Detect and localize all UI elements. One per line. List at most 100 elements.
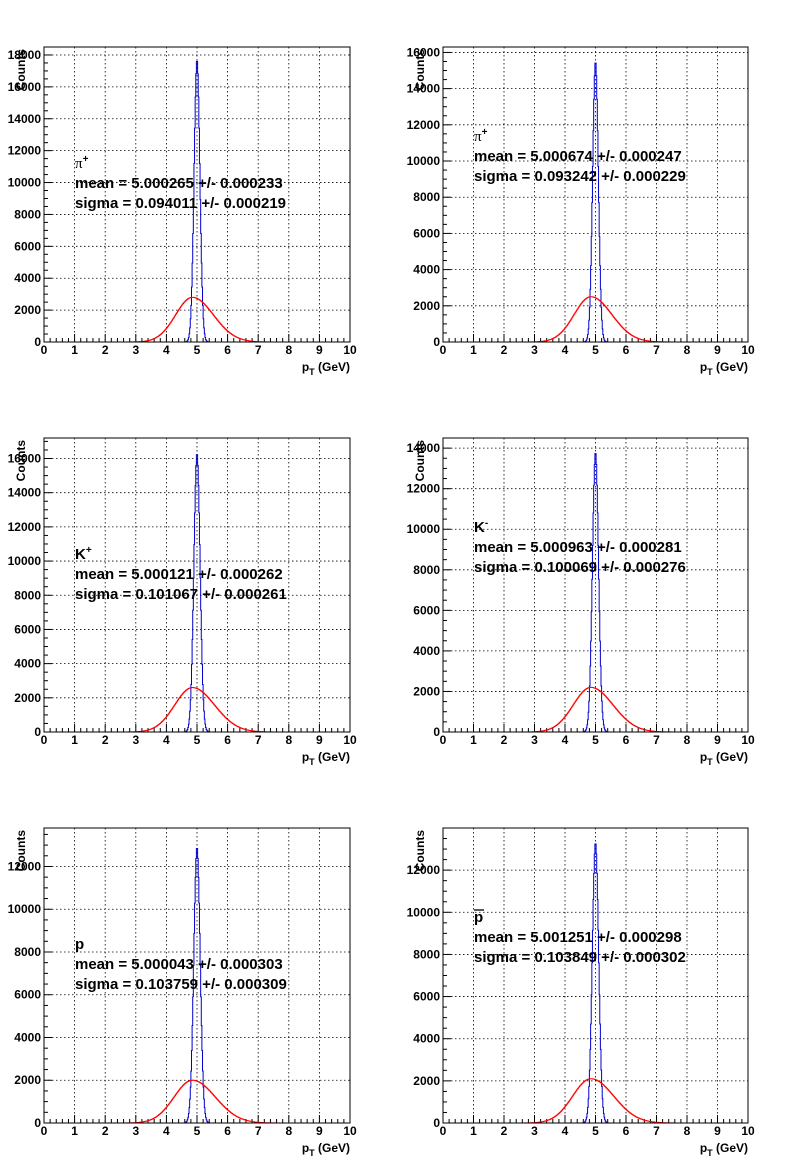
x-tick-label: 9: [316, 343, 323, 357]
y-tick-label: 8000: [14, 945, 41, 959]
fit-sigma-text: sigma = 0.103849 +/- 0.000302: [474, 949, 686, 966]
x-axis-title-unit: (GeV): [713, 1141, 748, 1155]
particle-charge: +: [86, 545, 92, 556]
y-tick-label: 2000: [14, 303, 41, 317]
y-tick-label: 0: [34, 335, 41, 349]
y-tick-label: 6000: [14, 988, 41, 1002]
x-tick-label: 8: [285, 1124, 292, 1138]
fit-sigma-text: sigma = 0.101067 +/- 0.000261: [75, 586, 287, 603]
fit-sigma-text: sigma = 0.093242 +/- 0.000229: [474, 168, 686, 185]
x-axis-title-main: p: [700, 750, 707, 764]
x-tick-label: 4: [163, 1124, 170, 1138]
x-tick-label: 7: [653, 343, 660, 357]
y-tick-label: 12000: [407, 118, 441, 132]
particle-charge: -: [485, 518, 488, 529]
y-tick-label: 2000: [14, 1073, 41, 1087]
x-axis-title-sub: T: [309, 1148, 315, 1158]
y-tick-label: 6000: [413, 603, 440, 617]
x-tick-label: 1: [71, 1124, 78, 1138]
x-tick-label: 5: [194, 1124, 201, 1138]
fit-mean-text: mean = 5.000043 +/- 0.000303: [75, 956, 283, 973]
y-tick-label: 16000: [8, 452, 42, 466]
x-axis-title: pT (GeV): [302, 1141, 350, 1158]
y-tick-label: 4000: [413, 644, 440, 658]
plot-frame: [442, 827, 749, 1124]
y-tick-label: 6000: [413, 226, 440, 240]
particle-name: p: [75, 936, 84, 953]
y-axis-title: Counts: [14, 830, 28, 872]
x-tick-label: 10: [343, 733, 357, 747]
y-axis-title: Counts: [14, 440, 28, 482]
x-tick-label: 4: [163, 343, 170, 357]
fit-sigma-text: sigma = 0.094011 +/- 0.000219: [75, 195, 286, 212]
plot-frame: [43, 46, 351, 343]
x-tick-label: 10: [343, 343, 357, 357]
x-axis-title-main: p: [302, 360, 309, 374]
x-tick-label: 0: [41, 343, 48, 357]
particle-name: K: [474, 519, 485, 536]
particle-label: π+: [474, 127, 488, 145]
y-tick-label: 2000: [413, 1074, 440, 1088]
particle-name: π: [474, 129, 482, 145]
x-tick-label: 1: [71, 733, 78, 747]
x-tick-label: 8: [684, 1124, 691, 1138]
y-tick-label: 0: [433, 1116, 440, 1130]
fit-mean-text: mean = 5.000121 +/- 0.000262: [75, 566, 283, 583]
y-tick-label: 4000: [14, 657, 41, 671]
x-axis-title-sub: T: [309, 367, 315, 377]
y-tick-label: 16000: [407, 45, 441, 59]
y-tick-label: 10000: [407, 154, 441, 168]
particle-label: p: [75, 936, 84, 953]
y-tick-label: 4000: [413, 1032, 440, 1046]
x-tick-label: 0: [41, 1124, 48, 1138]
x-tick-label: 9: [316, 1124, 323, 1138]
x-tick-label: 2: [501, 733, 508, 747]
fit-mean-text: mean = 5.001251 +/- 0.000298: [474, 929, 682, 946]
x-tick-label: 3: [132, 1124, 139, 1138]
x-tick-label: 4: [562, 343, 569, 357]
x-tick-label: 6: [224, 733, 231, 747]
x-tick-label: 10: [741, 1124, 755, 1138]
x-tick-label: 10: [741, 343, 755, 357]
y-axis-title: Counts: [413, 49, 427, 91]
y-tick-label: 10000: [407, 905, 441, 919]
y-tick-label: 10000: [8, 176, 42, 190]
histogram-panel-5: 0 1 2 3 4 5 6 7 8 9 10 0 2000 4000 6000 8000 10000 12000 p…: [8, 827, 357, 1158]
x-tick-label: 1: [470, 343, 477, 357]
y-tick-label: 0: [34, 1116, 41, 1130]
x-tick-label: 5: [592, 1124, 599, 1138]
y-tick-label: 12000: [8, 859, 42, 873]
x-tick-label: 0: [41, 733, 48, 747]
x-axis-title-unit: (GeV): [315, 750, 350, 764]
x-tick-label: 7: [653, 733, 660, 747]
y-axis-title: Counts: [413, 830, 427, 872]
x-tick-label: 6: [623, 343, 630, 357]
x-tick-label: 7: [653, 1124, 660, 1138]
y-tick-label: 8000: [14, 588, 41, 602]
y-tick-label: 10000: [8, 902, 42, 916]
y-tick-label: 2000: [413, 299, 440, 313]
y-tick-label: 12000: [8, 144, 42, 158]
x-tick-label: 6: [623, 1124, 630, 1138]
x-axis-title-main: p: [302, 750, 309, 764]
x-tick-label: 8: [684, 343, 691, 357]
y-tick-label: 8000: [413, 563, 440, 577]
y-tick-label: 12000: [407, 482, 441, 496]
y-tick-label: 14000: [407, 82, 441, 96]
x-tick-label: 0: [440, 1124, 447, 1138]
x-tick-label: 2: [102, 1124, 109, 1138]
x-tick-label: 1: [470, 1124, 477, 1138]
x-axis-title-main: p: [700, 1141, 707, 1155]
y-tick-label: 0: [433, 335, 440, 349]
y-tick-label: 14000: [407, 441, 441, 455]
x-tick-label: 8: [285, 343, 292, 357]
y-tick-label: 8000: [14, 207, 41, 221]
x-tick-label: 1: [71, 343, 78, 357]
x-axis-title-sub: T: [707, 1148, 713, 1158]
y-axis-title: Counts: [14, 49, 28, 91]
y-tick-label: 4000: [14, 1030, 41, 1044]
x-tick-label: 10: [741, 733, 755, 747]
x-axis-title-main: p: [302, 1141, 309, 1155]
x-tick-label: 3: [132, 343, 139, 357]
